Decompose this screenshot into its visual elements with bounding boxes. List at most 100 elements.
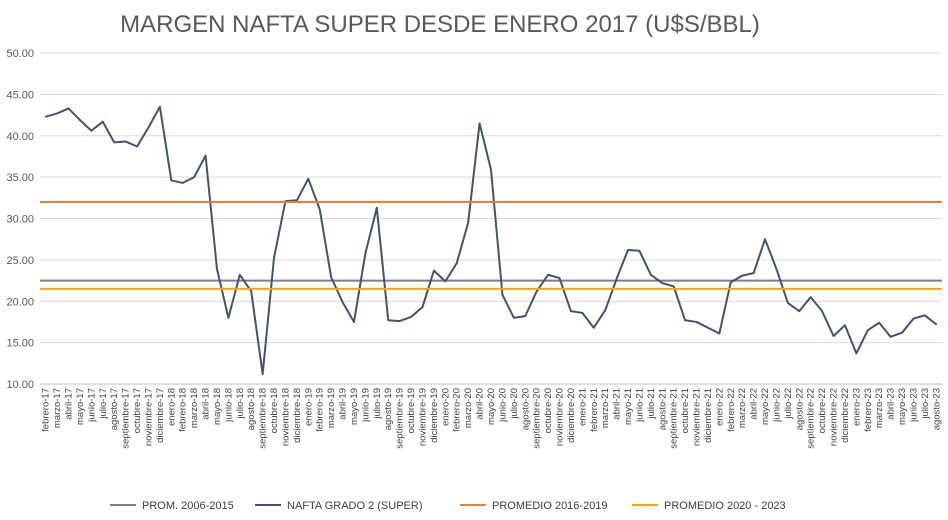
data-point xyxy=(855,352,858,355)
data-point xyxy=(592,326,595,329)
x-tick-label: agosto-21 xyxy=(657,388,668,430)
data-point xyxy=(181,182,184,184)
data-point xyxy=(866,329,869,332)
data-point xyxy=(67,107,70,110)
chart-title: MARGEN NAFTA SUPER DESDE ENERO 2017 (U$S… xyxy=(120,11,760,38)
series-group xyxy=(40,105,942,376)
data-point xyxy=(193,176,195,178)
data-point xyxy=(775,268,778,270)
data-point xyxy=(490,168,492,171)
data-point xyxy=(159,105,161,108)
x-tick-label: febrero-18 xyxy=(178,388,189,432)
data-point xyxy=(798,310,801,312)
x-tick-label: agosto-19 xyxy=(383,388,394,430)
data-point xyxy=(79,119,81,121)
x-tick-label: noviembre-19 xyxy=(417,388,428,446)
data-point xyxy=(364,252,367,255)
x-tick-label: abril-17 xyxy=(64,388,75,420)
data-point xyxy=(627,249,629,251)
legend-label: NAFTA GRADO 2 (SUPER) xyxy=(287,500,422,512)
data-point xyxy=(901,331,903,334)
x-tick-label: diciembre-17 xyxy=(155,388,166,443)
data-point xyxy=(764,238,766,240)
x-tick-label: julio-19 xyxy=(372,388,383,420)
x-tick-label: septiembre-19 xyxy=(395,388,406,449)
data-point xyxy=(570,310,572,312)
x-tick-label: julio-23 xyxy=(920,388,931,420)
x-tick-label: octubre-21 xyxy=(680,388,691,433)
data-point xyxy=(672,285,675,288)
legend-label: PROMEDIO 2016-2019 xyxy=(492,500,608,512)
y-tick-label: 40.00 xyxy=(6,131,34,143)
data-point xyxy=(90,129,93,132)
data-point xyxy=(558,277,561,279)
data-point xyxy=(318,208,321,211)
x-tick-label: junio-20 xyxy=(497,388,508,423)
x-tick-label: febrero-17 xyxy=(41,388,52,432)
x-tick-label: abril-20 xyxy=(475,388,486,420)
x-tick-label: diciembre-20 xyxy=(566,388,577,443)
legend-label: PROM. 2006-2015 xyxy=(142,500,234,512)
data-point xyxy=(353,321,355,323)
data-point xyxy=(410,316,412,318)
y-tick-label: 25.00 xyxy=(6,255,34,267)
x-tick-label: julio-17 xyxy=(98,388,109,420)
data-point xyxy=(718,332,721,335)
x-tick-label: marzo-22 xyxy=(737,388,748,428)
x-axis: febrero-17 marzo-17 abril-17 mayo-17 junio-1… xyxy=(40,383,942,449)
data-point xyxy=(227,317,230,319)
data-point xyxy=(296,199,298,202)
x-tick-label: diciembre-18 xyxy=(292,388,303,443)
x-tick-label: septiembre-21 xyxy=(669,388,680,449)
x-tick-label: enero-23 xyxy=(851,388,862,426)
x-tick-label: marzo-18 xyxy=(189,388,200,428)
x-tick-label: enero-19 xyxy=(303,388,314,426)
x-tick-label: agosto-18 xyxy=(246,388,257,430)
x-tick-label: febrero-22 xyxy=(726,388,737,432)
y-axis: 10.00 15.00 20.00 25.00 30.00 35.00 40.00 45.00… xyxy=(6,48,34,391)
x-tick-label: mayo-20 xyxy=(486,388,497,425)
data-point xyxy=(707,326,709,329)
x-tick-label: enero-18 xyxy=(166,388,177,426)
data-point xyxy=(170,179,173,182)
x-tick-label: junio-19 xyxy=(360,388,371,423)
data-point xyxy=(113,141,116,144)
data-point xyxy=(307,177,310,180)
data-point xyxy=(147,126,150,129)
data-point xyxy=(273,256,275,259)
x-tick-label: octubre-18 xyxy=(269,388,280,433)
x-tick-label: marzo-17 xyxy=(52,388,63,428)
x-tick-label: agosto-17 xyxy=(109,388,120,430)
x-tick-label: agosto-23 xyxy=(931,388,942,430)
data-point xyxy=(398,320,401,322)
x-tick-label: septiembre-20 xyxy=(532,388,543,449)
x-tick-label: junio-21 xyxy=(634,388,645,423)
data-point xyxy=(136,145,138,148)
data-point xyxy=(809,296,812,298)
x-tick-label: junio-22 xyxy=(771,388,782,423)
legend-label: PROMEDIO 2020 - 2023 xyxy=(664,500,786,512)
x-tick-label: agosto-22 xyxy=(794,388,805,430)
x-tick-label: octubre-17 xyxy=(132,388,143,433)
data-point xyxy=(216,268,218,270)
data-point xyxy=(729,281,732,284)
data-point xyxy=(581,312,584,314)
data-point xyxy=(56,112,58,115)
x-tick-label: diciembre-19 xyxy=(429,388,440,443)
x-tick-label: enero-20 xyxy=(440,388,451,426)
x-tick-label: octubre-20 xyxy=(543,388,554,433)
data-point xyxy=(387,319,390,322)
x-tick-label: junio-23 xyxy=(908,388,919,423)
x-tick-label: mayo-17 xyxy=(75,388,86,425)
data-point xyxy=(844,324,846,327)
data-point xyxy=(421,306,424,308)
data-point xyxy=(535,290,538,293)
x-tick-label: mayo-18 xyxy=(212,388,223,425)
x-tick-label: septiembre-18 xyxy=(258,388,269,449)
data-point xyxy=(478,122,481,125)
data-point xyxy=(935,323,938,326)
data-point xyxy=(330,276,332,279)
data-point xyxy=(878,321,881,324)
y-tick-label: 15.00 xyxy=(6,338,34,350)
x-tick-label: febrero-20 xyxy=(452,388,463,432)
